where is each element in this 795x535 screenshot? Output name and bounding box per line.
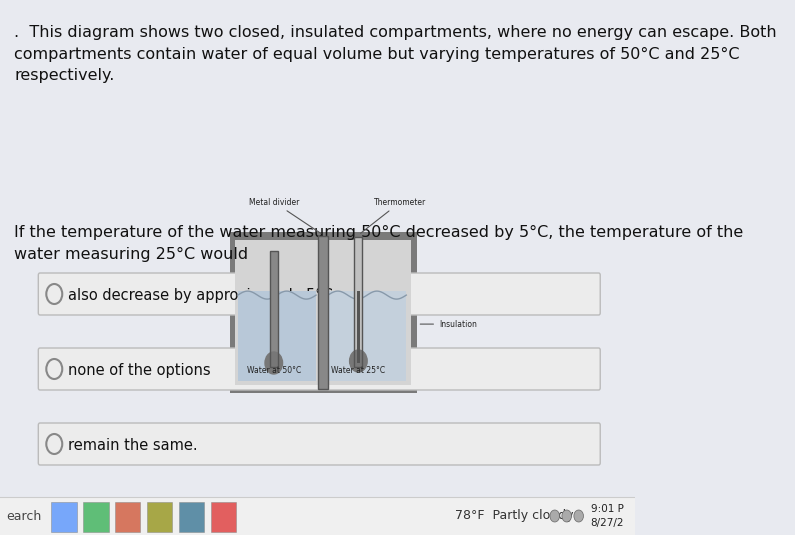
Bar: [357, 291, 360, 363]
Bar: [115, 502, 141, 532]
Bar: [147, 502, 173, 532]
Text: also decrease by approximately 5°C.: also decrease by approximately 5°C.: [68, 287, 337, 302]
Bar: [319, 236, 328, 389]
FancyBboxPatch shape: [38, 423, 600, 465]
Bar: [211, 502, 236, 532]
Circle shape: [574, 510, 584, 522]
Bar: [328, 291, 406, 381]
Bar: [230, 232, 417, 393]
FancyBboxPatch shape: [38, 348, 600, 390]
Circle shape: [562, 510, 572, 522]
Text: Water at 50°C: Water at 50°C: [246, 366, 301, 375]
Text: none of the options: none of the options: [68, 363, 211, 378]
FancyBboxPatch shape: [38, 273, 600, 315]
Bar: [179, 502, 204, 532]
Text: .  This diagram shows two closed, insulated compartments, where no energy can es: . This diagram shows two closed, insulat…: [14, 25, 777, 83]
Circle shape: [265, 352, 282, 374]
Text: 78°F  Partly cloudy: 78°F Partly cloudy: [455, 509, 573, 523]
Bar: [355, 236, 363, 367]
Circle shape: [350, 350, 367, 372]
Text: If the temperature of the water measuring 50°C decreased by 5°C, the temperature: If the temperature of the water measurin…: [14, 225, 743, 262]
Bar: [319, 236, 328, 389]
Text: remain the same.: remain the same.: [68, 438, 197, 453]
Bar: [51, 502, 76, 532]
Circle shape: [550, 510, 560, 522]
Bar: [83, 502, 109, 532]
Bar: [270, 251, 277, 367]
Bar: [0, 497, 634, 535]
Bar: [355, 236, 363, 367]
Bar: [270, 251, 277, 367]
Bar: [238, 291, 316, 381]
Text: 9:01 P
8/27/2: 9:01 P 8/27/2: [591, 505, 624, 528]
Bar: [235, 240, 411, 385]
Text: Insulation: Insulation: [421, 319, 477, 328]
Text: Thermometer: Thermometer: [361, 197, 427, 233]
Text: earch: earch: [6, 509, 41, 523]
Text: Water at 25°C: Water at 25°C: [332, 366, 386, 375]
Text: Metal divider: Metal divider: [249, 197, 321, 233]
